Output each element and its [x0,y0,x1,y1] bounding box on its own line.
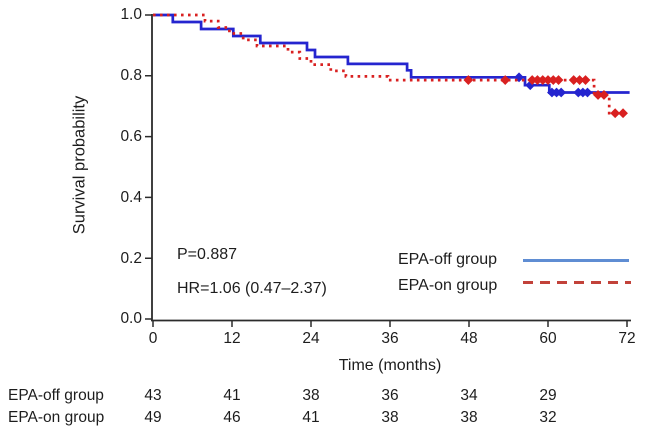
hazard-ratio-annotation: HR=1.06 (0.47–2.37) [177,280,327,297]
risk-value: 38 [460,409,478,426]
risk-value: 38 [302,387,320,404]
risk-value: 34 [460,387,478,404]
risk-value: 36 [381,387,399,404]
risk-row-label-epa-off: EPA-off group [8,387,104,404]
y-tick-label-0.8: 0.8 [120,67,142,84]
y-tick-label-1.0: 1.0 [120,6,142,23]
legend-label-epa-on: EPA-on group [398,277,498,294]
risk-value: 49 [144,409,162,426]
legend-label-epa-off: EPA-off group [398,251,498,268]
risk-value: 41 [223,387,241,404]
y-tick-label-0.6: 0.6 [120,128,142,145]
x-tick-label-12: 12 [223,330,241,347]
x-tick-label-48: 48 [460,330,478,347]
x-axis-title: Time (months) [338,357,442,374]
risk-value: 29 [539,387,557,404]
p-value-annotation: P=0.887 [177,246,238,263]
y-tick-label-0.2: 0.2 [120,250,142,267]
risk-value: 32 [539,409,557,426]
x-tick-label-72: 72 [618,330,636,347]
risk-value: 41 [302,409,320,426]
x-tick-label-0: 0 [148,330,158,347]
legend-line-epa-off [523,259,629,262]
risk-row-label-epa-on: EPA-on group [8,409,105,426]
x-tick-label-36: 36 [381,330,399,347]
risk-value: 46 [223,409,241,426]
risk-value: 43 [144,387,162,404]
x-tick-label-24: 24 [302,330,320,347]
legend-line-epa-on [523,281,631,284]
y-tick-label-0.0: 0.0 [120,310,142,327]
y-tick-label-0.4: 0.4 [120,189,142,206]
y-axis-title: Survival probability [70,95,89,235]
risk-value: 38 [381,409,399,426]
x-tick-label-60: 60 [539,330,557,347]
